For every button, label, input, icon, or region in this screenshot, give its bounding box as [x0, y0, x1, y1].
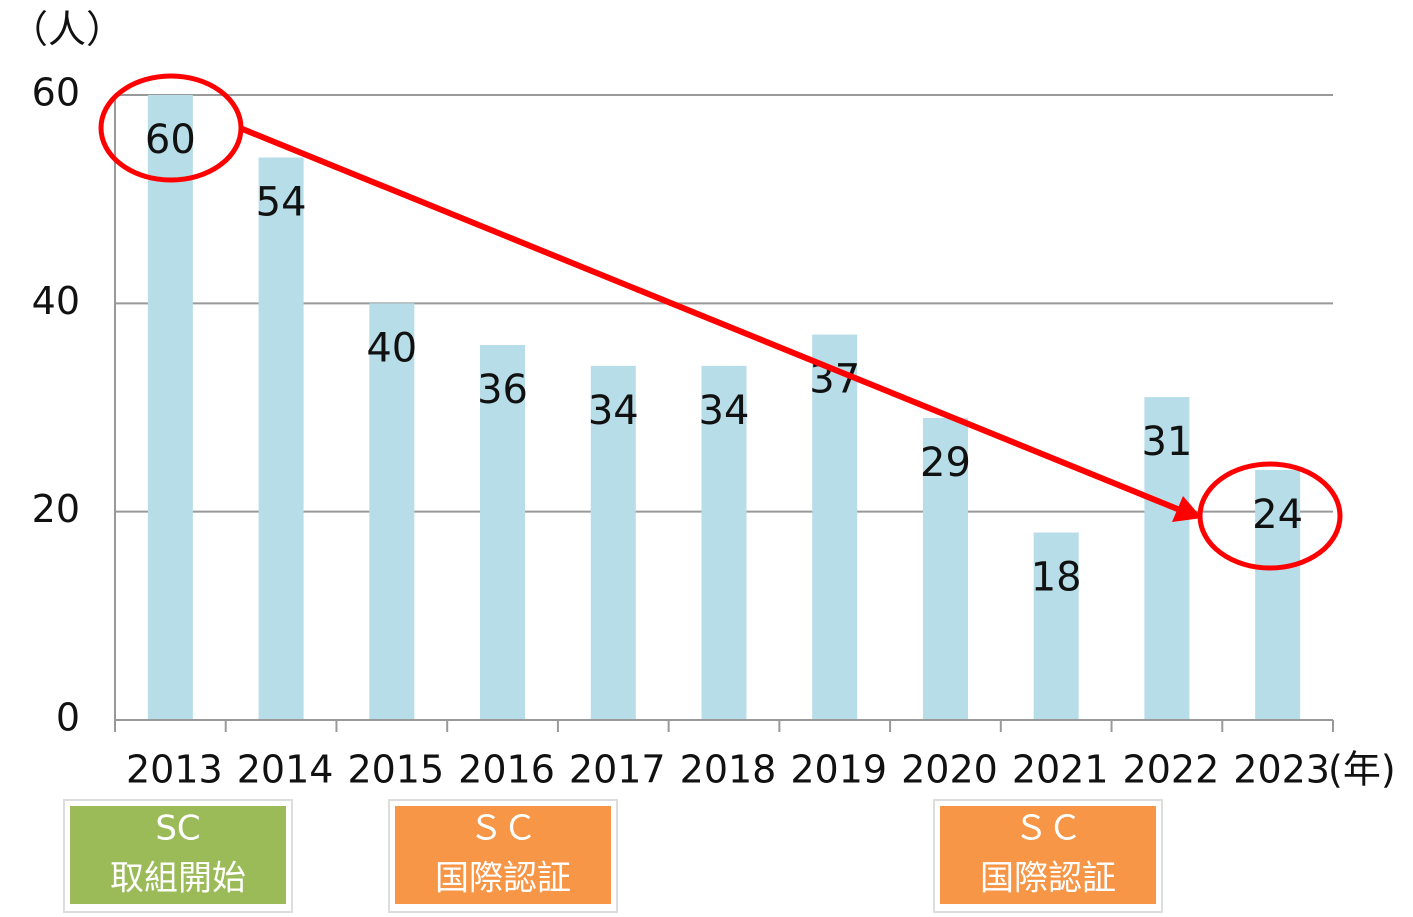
bar: [1144, 397, 1190, 720]
annotation-text: 国際認証: [435, 859, 571, 899]
bar: [258, 157, 304, 720]
x-tick-label: 2015: [347, 748, 444, 792]
trend-arrow: [238, 125, 1182, 513]
arrow-head: [1172, 496, 1202, 522]
annotation-fill: [70, 806, 286, 904]
annotation-text: ＳＣ: [469, 809, 537, 849]
x-tick-label: 2021: [1012, 748, 1109, 792]
y-axis-label: （人）: [10, 8, 124, 52]
data-label: 60: [145, 117, 196, 163]
bar: [1033, 532, 1079, 720]
bar: [147, 95, 193, 720]
data-label: 34: [699, 388, 750, 434]
bar: [922, 417, 968, 720]
annotation-text: SC: [155, 809, 200, 849]
data-label: 34: [588, 388, 639, 434]
x-tick-label: 2023: [1233, 748, 1330, 792]
x-tick-label: 2018: [680, 748, 777, 792]
annotation-text: 取組開始: [110, 859, 246, 899]
y-tick-label: 20: [32, 487, 80, 531]
bar: [480, 345, 526, 720]
x-tick-label: 2013: [126, 748, 223, 792]
data-label: 29: [920, 440, 971, 486]
x-axis-label: (年): [1328, 748, 1396, 792]
x-tick-label: 2017: [569, 748, 666, 792]
bar: [812, 334, 858, 720]
annotation-text: 国際認証: [980, 859, 1116, 899]
annotation-fill: [940, 806, 1156, 904]
y-tick-label: 40: [32, 279, 80, 323]
bar: [1255, 470, 1301, 720]
data-label: 31: [1141, 419, 1192, 465]
annotation-text: ＳＣ: [1014, 809, 1082, 849]
bar: [369, 303, 415, 720]
data-label: 36: [477, 367, 528, 413]
x-tick-label: 2016: [458, 748, 555, 792]
x-tick-label: 2014: [237, 748, 334, 792]
x-tick-label: 2019: [790, 748, 887, 792]
y-tick-label: 0: [56, 696, 80, 740]
bar: [701, 365, 747, 720]
y-tick-label: 60: [32, 71, 80, 115]
x-tick-label: 2022: [1123, 748, 1220, 792]
data-label: 18: [1031, 555, 1082, 601]
data-label: 54: [256, 180, 307, 226]
bar: [590, 365, 636, 720]
data-label: 40: [366, 325, 417, 371]
data-label: 24: [1252, 492, 1303, 538]
annotation-fill: [395, 806, 611, 904]
x-tick-label: 2020: [901, 748, 998, 792]
